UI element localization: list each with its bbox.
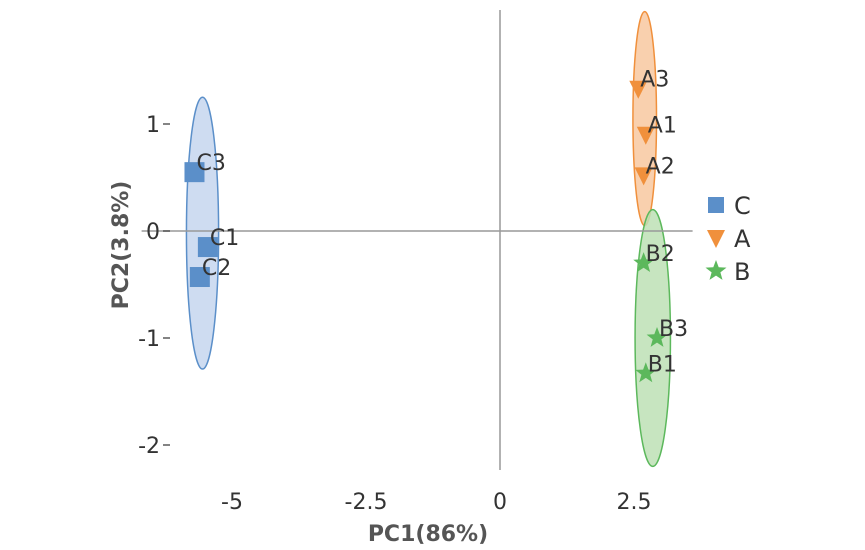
legend: CAB: [705, 192, 751, 286]
legend-label-a: A: [734, 225, 751, 253]
axes: [141, 10, 693, 470]
y-tick-label: 1: [146, 113, 160, 138]
point-label-c1: C1: [210, 226, 239, 251]
legend-label-b: B: [734, 258, 750, 286]
confidence-ellipses: [185, 10, 672, 468]
data-point-a2: [634, 167, 653, 186]
point-label-c2: C2: [202, 256, 231, 281]
point-label-a2: A2: [646, 154, 675, 179]
data-point-c3: [184, 162, 205, 183]
legend-marker-c: [708, 197, 724, 213]
x-tick-label: 0: [493, 490, 507, 515]
y-tick-label: -1: [138, 327, 160, 352]
x-tick-label: -2.5: [345, 490, 388, 515]
data-point-b3: [646, 327, 668, 347]
legend-marker-b: [705, 260, 727, 280]
data-point-c1: [197, 237, 218, 258]
x-tick-label: 2.5: [617, 490, 652, 515]
data-point-a1: [636, 126, 655, 145]
point-label-b1: B1: [648, 352, 677, 377]
data-point-b1: [635, 362, 657, 383]
point-labels: C3 C1 C2 A3 A1 A2 B2 B3 B1: [196, 68, 688, 378]
x-tick-label: -5: [221, 490, 243, 515]
y-axis-title: PC2(3.8%): [109, 181, 134, 310]
data-point-a3: [629, 80, 648, 99]
data-points: [184, 80, 668, 383]
data-point-b2: [633, 252, 655, 272]
y-tick-label: -2: [138, 434, 160, 459]
data-point-c2: [189, 267, 210, 288]
legend-marker-a: [707, 230, 725, 248]
point-label-b2: B2: [646, 242, 675, 267]
point-label-a1: A1: [648, 114, 677, 139]
y-tick-label: 0: [146, 220, 160, 245]
tick-labels: -5 -2.5 0 2.5 1 0 -1 -2: [138, 113, 651, 515]
x-axis-title: PC1(86%): [368, 522, 488, 547]
point-label-b3: B3: [659, 317, 688, 342]
point-label-c3: C3: [196, 151, 225, 176]
point-label-a3: A3: [640, 68, 669, 93]
legend-label-c: C: [734, 192, 751, 220]
